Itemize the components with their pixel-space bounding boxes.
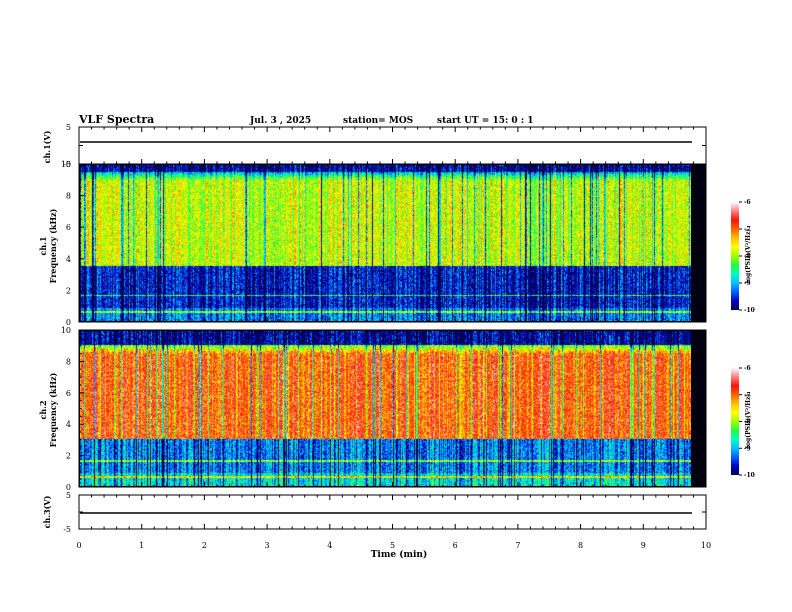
- ch2-colorbar-label: log(PSD)(V²/Hz): [745, 394, 752, 449]
- ch1-colorbar-label: log(PSD)(V²/Hz): [745, 229, 752, 284]
- x-axis-label: Time (min): [371, 549, 428, 560]
- ch1-colorbar: [731, 202, 739, 310]
- station-label: station= MOS: [343, 116, 413, 126]
- ch2-spectrogram-image: [80, 331, 691, 486]
- y-tick-label-p1: 0: [66, 318, 71, 327]
- start-ut-label: start UT = 15: 0 : 1: [437, 116, 534, 126]
- ch2-colorbar: [731, 368, 739, 475]
- colorbar-tick-label-0: -10: [744, 307, 755, 314]
- x-tick-label: 3: [265, 541, 270, 550]
- y-tick-label-p2: 4: [66, 420, 71, 429]
- ch2-spec-ylabel-channel: ch.2: [38, 400, 48, 419]
- axis-ticks: [78, 126, 707, 530]
- y-tick-label-p1: 8: [66, 192, 71, 201]
- y-tick-label-p2: 10: [61, 326, 71, 335]
- colorbar-ticks: -6 -7 -8 -9 -10 -6 -7 -8 -9 -10: [739, 199, 755, 479]
- y-tick-label-p1: 10: [61, 160, 71, 169]
- date-label: Jul. 3 , 2025: [249, 116, 311, 126]
- x-tick-label: 0: [76, 541, 81, 550]
- ch3-waveform-frame: [78, 494, 707, 530]
- colorbar-tick-label-1: -7: [744, 392, 751, 399]
- y-tick-label-p3: 5: [66, 491, 71, 500]
- x-tick-label: 9: [641, 541, 646, 550]
- colorbar-tick-label-1: -10: [744, 472, 755, 479]
- x-tick-label: 1: [139, 541, 144, 550]
- ch1-waveform-ylabel: ch.1(V): [42, 130, 52, 163]
- y-tick-label-p2: 8: [66, 357, 71, 366]
- y-tick-label-p0: -5: [63, 160, 71, 169]
- y-tick-label-p1: 4: [66, 255, 71, 264]
- colorbar-tick-label-1: -6: [744, 365, 751, 372]
- x-tick-label: 2: [202, 541, 207, 550]
- y-tick-label-p3: -5: [63, 525, 71, 534]
- x-tick-label: 4: [327, 541, 332, 550]
- y-tick-label-p2: 6: [66, 389, 71, 398]
- colorbar-tick-label-0: -8: [744, 253, 751, 260]
- y-tick-label-p2: 0: [66, 483, 71, 492]
- x-tick-label: 10: [701, 541, 711, 550]
- y-tick-label-p1: 2: [66, 286, 71, 295]
- ch3-waveform-ylabel: ch.3(V): [42, 495, 52, 528]
- colorbar-tick-label-1: -8: [744, 419, 751, 426]
- x-tick-label: 6: [453, 541, 458, 550]
- ch1-spectrogram-image: [80, 165, 691, 321]
- chart-title: VLF Spectra: [78, 113, 154, 126]
- ch1-spec-ylabel-channel: ch.1: [38, 236, 48, 255]
- colorbar-tick-label-0: -9: [744, 280, 751, 287]
- x-tick-label: 5: [390, 541, 395, 550]
- y-tick-label-p0: 5: [66, 123, 71, 132]
- ch1-spec-ylabel-frequency: Frequency (kHz): [48, 208, 58, 283]
- colorbar-tick-label-0: -7: [744, 226, 751, 233]
- x-tick-label: 8: [578, 541, 583, 550]
- y-tick-label-p1: 6: [66, 223, 71, 232]
- colorbar-tick-label-0: -6: [744, 199, 751, 206]
- y-tick-label-p2: 2: [66, 452, 71, 461]
- x-tick-label: 7: [515, 541, 520, 550]
- ch2-spec-ylabel-frequency: Frequency (kHz): [48, 372, 58, 447]
- ch1-waveform-frame: [78, 126, 707, 165]
- colorbar-tick-label-1: -9: [744, 445, 751, 452]
